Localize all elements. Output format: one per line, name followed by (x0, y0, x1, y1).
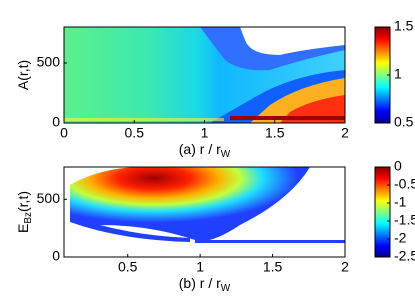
y-tick-label: 0 (52, 114, 60, 130)
x-tick-label: 2 (341, 259, 349, 275)
y-axis-label-text: A(r,t) (15, 60, 31, 90)
y-axis-label-text: E (15, 224, 31, 233)
colorbar-tick-label: 1 (394, 66, 402, 82)
heatmap-b (64, 167, 345, 257)
axes-box (63, 166, 346, 258)
y-tick-label: 0 (52, 248, 60, 264)
x-tick-label: 1 (201, 125, 209, 141)
x-axis-label-text: (b) r / r (179, 275, 221, 291)
y-tick-label: 500 (37, 54, 61, 70)
x-tick-label: 2 (341, 125, 349, 141)
x-tick-label: 1.5 (265, 125, 285, 141)
x-tick-label: 0.5 (125, 125, 145, 141)
heatmap-a (64, 27, 345, 123)
colorbar-tick-label: -1.5 (394, 212, 415, 228)
colorbar (374, 166, 391, 258)
x-tick-label: 0.5 (118, 259, 138, 275)
colorbar-tick-label: -2 (394, 230, 407, 246)
colorbar-tick-label: 0 (394, 158, 402, 174)
x-axis-label-subscript: W (221, 149, 231, 160)
x-tick-label: 1.5 (263, 259, 283, 275)
x-axis-label-text: (a) r / r (179, 141, 221, 157)
colorbar-tick-label: -1 (394, 194, 407, 210)
x-tick-label: 1 (196, 259, 204, 275)
x-axis-label-subscript: W (221, 283, 231, 294)
x-axis-label: (a) r / rW (179, 141, 231, 160)
colorbar-tick-label: -0.5 (394, 176, 415, 192)
colorbar-tick-label: 1.5 (394, 18, 414, 34)
colorbar-tick-label: -2.5 (394, 248, 415, 264)
y-axis-label: A(r,t) (15, 60, 31, 90)
x-axis-label: (b) r / rW (179, 275, 231, 294)
y-tick-label: 500 (37, 190, 61, 206)
colorbar-tick-label: 0.5 (394, 114, 414, 130)
y-axis-label-tail: (r,t) (15, 191, 31, 212)
y-axis-label: EBz(r,t) (15, 191, 34, 233)
y-axis-label-subscript: Bz (23, 212, 34, 224)
x-tick-label: 0 (60, 125, 68, 141)
